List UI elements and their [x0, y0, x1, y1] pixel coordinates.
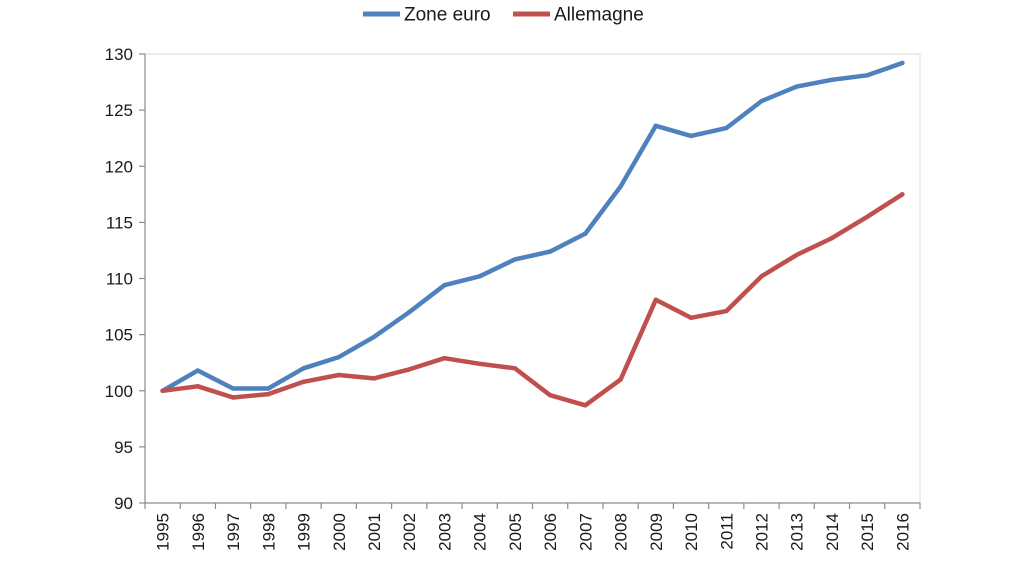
series-line-zone-euro — [160, 60, 905, 394]
x-tick-label: 2008 — [612, 513, 631, 551]
data-point-zone-euro — [512, 257, 518, 262]
axes: 90 95 100 105 110 115 120 125 130 1995 1996 1997 199… — [105, 45, 921, 551]
data-point-zone-euro — [900, 60, 905, 66]
data-point-allemagne — [900, 192, 905, 197]
data-point-zone-euro — [724, 125, 729, 131]
legend-label-allemagne: Allemagne — [554, 5, 644, 26]
data-point-allemagne — [864, 214, 870, 219]
data-point-allemagne — [160, 388, 165, 393]
x-tick-label: 2001 — [365, 513, 384, 551]
x-tick-label: 2007 — [576, 513, 595, 551]
y-tick-label: 95 — [114, 438, 133, 457]
legend: Zone euro Allemagne — [363, 5, 644, 26]
data-point-zone-euro — [759, 98, 764, 104]
data-point-allemagne — [230, 395, 236, 400]
data-point-zone-euro — [371, 334, 377, 340]
x-tick-label: 2004 — [471, 513, 490, 551]
series-line-allemagne — [160, 192, 905, 408]
legend-item-allemagne: Allemagne — [513, 5, 644, 26]
data-point-zone-euro — [477, 274, 482, 279]
data-point-allemagne — [477, 361, 482, 367]
data-point-zone-euro — [547, 249, 553, 254]
data-point-zone-euro — [195, 368, 201, 373]
x-tick-label: 2009 — [647, 513, 666, 551]
data-point-allemagne — [583, 403, 588, 408]
y-tick-label: 130 — [105, 45, 133, 64]
x-tick-label: 2000 — [330, 513, 349, 551]
data-point-zone-euro — [407, 309, 412, 315]
data-point-zone-euro — [794, 84, 799, 89]
legend-label-zone-euro: Zone euro — [404, 5, 491, 26]
data-point-allemagne — [442, 355, 447, 361]
data-point-allemagne — [195, 384, 201, 389]
x-tick-label: 1999 — [295, 513, 314, 551]
x-tick-label: 1996 — [189, 513, 208, 551]
data-point-zone-euro — [442, 283, 447, 288]
x-tick-label: 2015 — [858, 513, 877, 551]
y-tick-label: 100 — [105, 382, 133, 401]
x-tick-label: 1995 — [154, 513, 173, 551]
x-tick-label: 2016 — [893, 513, 912, 551]
data-point-allemagne — [266, 391, 271, 397]
x-tick-label: 2002 — [400, 513, 419, 551]
y-tick-label: 115 — [106, 213, 133, 232]
y-tick-label: 90 — [114, 494, 133, 513]
x-tick-label: 2011 — [717, 513, 736, 550]
x-tick-label: 2012 — [752, 513, 771, 551]
x-tick-label: 2013 — [788, 513, 807, 551]
data-point-allemagne — [759, 274, 764, 279]
data-point-allemagne — [653, 297, 658, 303]
data-point-allemagne — [688, 315, 694, 320]
data-point-allemagne — [301, 379, 306, 384]
x-tick-label: 2006 — [541, 513, 560, 551]
data-point-zone-euro — [688, 133, 694, 139]
data-point-zone-euro — [653, 123, 658, 129]
data-point-zone-euro — [336, 354, 341, 360]
plot-area-border — [144, 53, 921, 504]
legend-item-zone-euro: Zone euro — [363, 5, 491, 26]
data-point-allemagne — [794, 252, 799, 258]
data-point-allemagne — [829, 235, 835, 241]
data-point-zone-euro — [583, 231, 588, 236]
x-tick-label: 2005 — [506, 513, 525, 551]
data-point-allemagne — [512, 366, 518, 371]
series-layer — [160, 60, 905, 408]
y-tick-label: 105 — [105, 326, 133, 345]
x-tick-label: 1998 — [259, 513, 278, 551]
x-tick-label: 2003 — [435, 513, 454, 551]
data-point-allemagne — [547, 393, 553, 398]
data-point-zone-euro — [230, 386, 236, 391]
data-point-allemagne — [618, 377, 623, 382]
y-tick-label: 120 — [105, 157, 133, 176]
data-point-allemagne — [371, 376, 377, 381]
data-point-zone-euro — [618, 184, 623, 189]
x-tick-label: 1997 — [224, 513, 243, 551]
data-point-allemagne — [336, 372, 341, 378]
data-point-zone-euro — [266, 386, 271, 391]
data-point-allemagne — [724, 308, 729, 314]
data-point-zone-euro — [829, 77, 835, 83]
y-tick-label: 110 — [106, 270, 133, 289]
data-point-zone-euro — [864, 73, 870, 78]
y-tick-label: 125 — [105, 101, 133, 120]
data-point-allemagne — [407, 367, 412, 372]
x-tick-label: 2010 — [682, 513, 701, 551]
x-tick-label: 2014 — [823, 513, 842, 551]
data-point-zone-euro — [301, 366, 306, 371]
